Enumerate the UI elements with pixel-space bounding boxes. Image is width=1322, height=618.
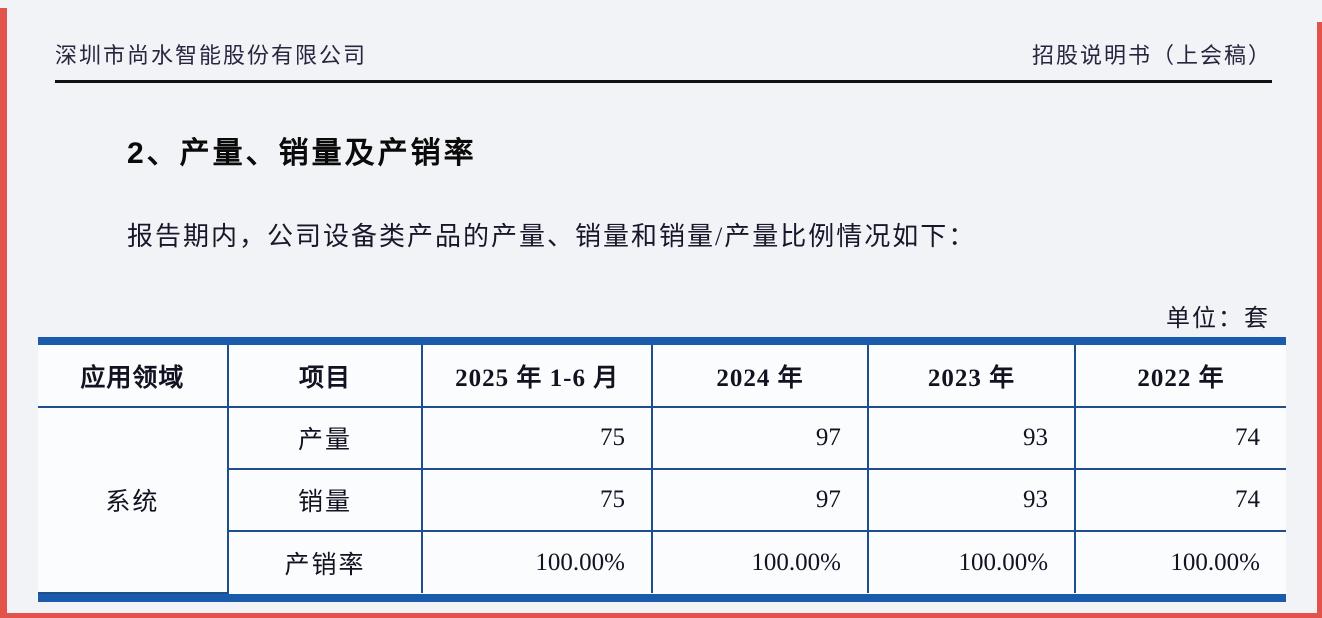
header-application-field: 应用领域	[38, 345, 229, 408]
header-2025h1: 2025 年 1-6 月	[421, 345, 653, 408]
right-edge-stripe	[1317, 22, 1322, 618]
value-cell: 97	[651, 406, 869, 470]
value-cell: 74	[1074, 468, 1286, 532]
bottom-edge-stripe	[0, 613, 1322, 618]
group-cell-system: 系统	[38, 406, 229, 594]
value-cell: 100.00%	[866, 530, 1077, 593]
running-header: 深圳市尚水智能股份有限公司 招股说明书（上会稿）	[55, 38, 1272, 83]
item-label: 销量	[227, 468, 424, 532]
unit-note: 单位：套	[1166, 306, 1270, 332]
value-cell: 93	[866, 468, 1077, 532]
value-cell: 97	[651, 468, 869, 532]
item-label: 产量	[226, 406, 424, 470]
table-header-row: 应用领域 项目 2025 年 1-6 月 2024 年 2023 年 2022 …	[38, 345, 1286, 408]
section-heading: 2、产量、销量及产销率	[127, 137, 477, 170]
value-cell: 100.00%	[421, 530, 653, 593]
value-cell: 100.00%	[1074, 530, 1286, 593]
value-cell: 75	[421, 406, 653, 470]
item-label: 产销率	[227, 530, 424, 593]
table-row-sales: 销量 75 97 93 74	[38, 468, 1286, 532]
value-cell: 93	[866, 406, 1077, 470]
header-2022: 2022 年	[1074, 345, 1286, 408]
left-edge-stripe	[0, 8, 7, 618]
company-name: 深圳市尚水智能股份有限公司	[55, 43, 368, 68]
header-item: 项目	[226, 345, 424, 408]
value-cell: 100.00%	[651, 530, 869, 593]
data-table: 应用领域 项目 2025 年 1-6 月 2024 年 2023 年 2022 …	[38, 345, 1286, 594]
value-cell: 74	[1074, 406, 1286, 470]
value-cell: 75	[421, 468, 653, 532]
table-row-production: 系统 产量 75 97 93 74	[38, 406, 1286, 594]
table-row-ratio: 产销率 100.00% 100.00% 100.00% 100.00%	[38, 530, 1286, 593]
header-2023: 2023 年	[866, 345, 1077, 408]
production-sales-table: 应用领域 项目 2025 年 1-6 月 2024 年 2023 年 2022 …	[38, 337, 1286, 602]
document-title: 招股说明书（上会稿）	[1031, 43, 1272, 68]
intro-paragraph: 报告期内，公司设备类产品的产量、销量和销量/产量比例情况如下：	[127, 222, 977, 251]
header-2024: 2024 年	[651, 345, 869, 408]
